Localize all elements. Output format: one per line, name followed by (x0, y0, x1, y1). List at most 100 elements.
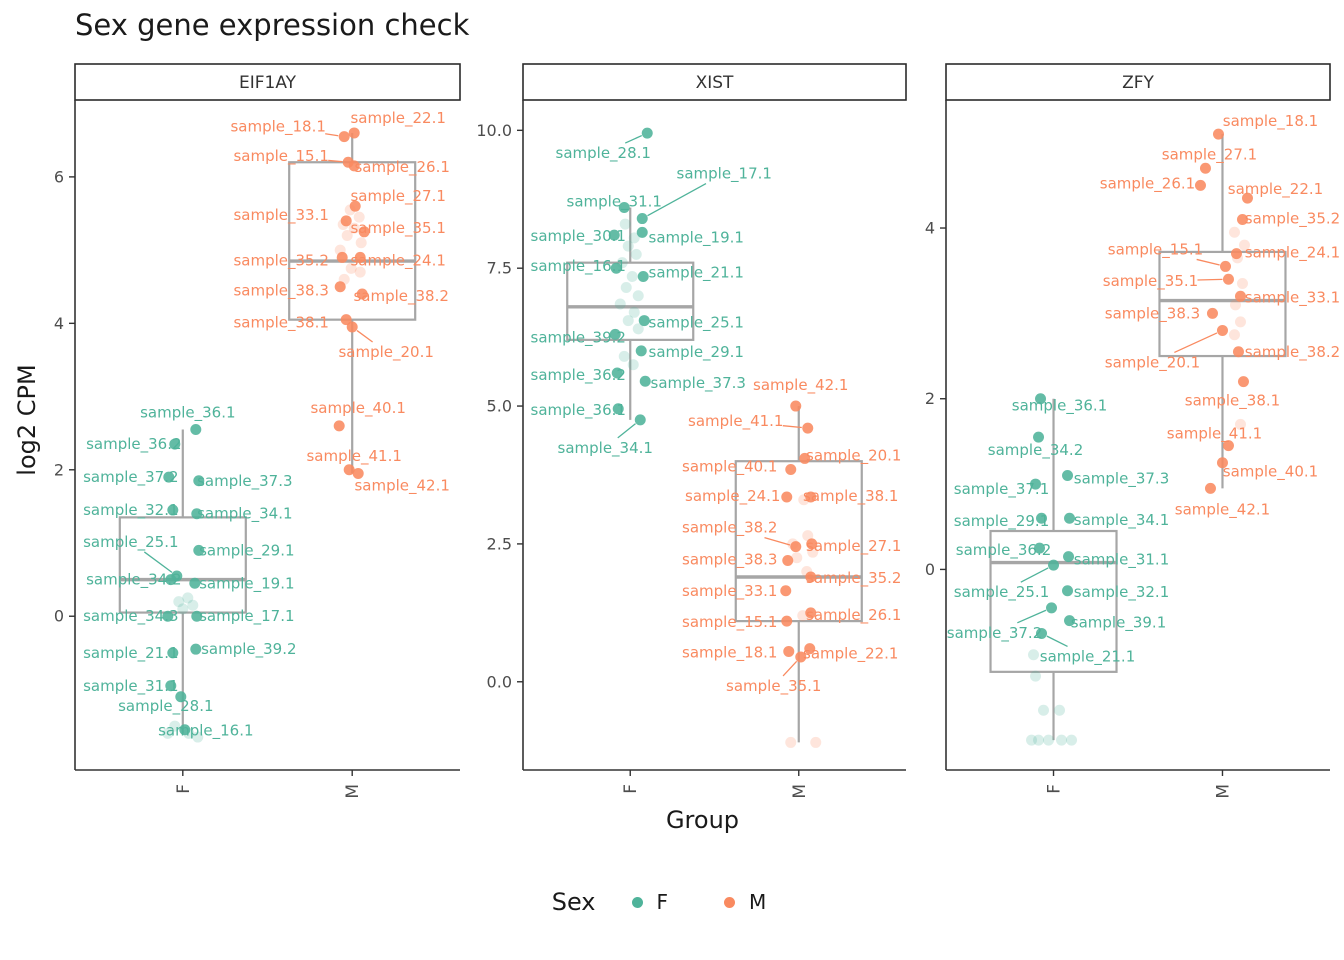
point-label: sample_16.1 (158, 722, 253, 741)
data-point (175, 691, 187, 703)
point-label: sample_21.1 (649, 263, 744, 282)
point-label: sample_31.1 (567, 193, 662, 212)
point-label: sample_19.1 (199, 574, 294, 593)
point-label: sample_34.2 (988, 441, 1083, 460)
data-point-faded (622, 240, 634, 252)
point-label: sample_34.1 (197, 505, 292, 524)
data-point-faded (1038, 704, 1050, 716)
data-point-faded (355, 237, 367, 249)
point-label: sample_37.3 (197, 472, 292, 491)
data-point (618, 202, 630, 214)
y-tick-label: 0.0 (487, 672, 512, 691)
data-point-faded (628, 306, 640, 318)
point-label: sample_20.1 (338, 343, 433, 362)
data-point (637, 270, 649, 282)
point-label: sample_26.1 (1100, 174, 1195, 193)
point-label: sample_39.2 (201, 640, 296, 659)
point-label: sample_38.3 (1105, 304, 1200, 323)
facet-title: ZFY (1122, 73, 1154, 93)
point-label: sample_27.1 (1162, 145, 1257, 164)
data-point (179, 724, 191, 736)
label-leader-line (1046, 635, 1068, 648)
data-point-faded (1033, 734, 1045, 746)
point-label: sample_36.2 (956, 541, 1051, 560)
point-label: sample_35.1 (350, 219, 445, 238)
y-tick-label: 4 (54, 314, 64, 333)
data-point (611, 367, 623, 379)
data-point (636, 226, 648, 238)
point-label: sample_19.1 (649, 228, 744, 247)
y-tick-label: 4 (925, 219, 935, 238)
data-point (780, 585, 792, 597)
x-tick-label: F (174, 784, 194, 794)
data-point-faded (1238, 239, 1250, 251)
chart-title: Sex gene expression check (75, 8, 470, 42)
point-label: sample_38.1 (233, 314, 328, 333)
point-label: sample_21.1 (1040, 647, 1135, 666)
data-point (1206, 307, 1218, 319)
data-point-faded (614, 298, 626, 310)
data-point (639, 375, 651, 387)
data-point (169, 438, 181, 450)
label-leader-line (1196, 258, 1220, 266)
data-point (609, 328, 621, 340)
facet-strip (945, 63, 1331, 101)
y-tick-label: 7.5 (487, 259, 512, 278)
data-point-faded (1228, 329, 1240, 341)
y-tick-label: 10.0 (476, 121, 512, 140)
facet-strip (74, 63, 461, 101)
data-point-faded (353, 211, 365, 223)
data-point-faded (354, 266, 366, 278)
data-point-faded (1026, 734, 1038, 746)
data-point-faded (628, 232, 640, 244)
data-point-faded (1066, 734, 1078, 746)
point-label: sample_34.1 (1074, 511, 1169, 530)
y-tick-label: 2 (925, 389, 935, 408)
data-point (804, 643, 816, 655)
data-point (641, 127, 653, 139)
data-point-faded (810, 736, 822, 748)
label-leader-line (647, 182, 707, 217)
legend-item-f: F (631, 890, 668, 914)
point-label: sample_41.1 (688, 412, 783, 431)
data-point (338, 131, 350, 143)
y-tick-label: 2.5 (487, 534, 512, 553)
box-rect (118, 516, 247, 614)
legend: Sex F M (0, 888, 1344, 916)
point-label: sample_25.1 (954, 583, 1049, 602)
data-point (782, 554, 794, 566)
data-point (189, 577, 201, 589)
data-point (334, 281, 346, 293)
point-label: sample_31.1 (1074, 551, 1169, 570)
point-label: sample_28.1 (118, 697, 213, 716)
data-point (795, 651, 807, 663)
y-tick-label: 0 (925, 560, 935, 579)
label-leader-line (1174, 332, 1218, 354)
data-point (781, 491, 793, 503)
data-point (783, 645, 795, 657)
data-point (163, 471, 175, 483)
data-point (1219, 260, 1231, 272)
data-point-faded (1056, 734, 1068, 746)
label-leader-line (617, 423, 636, 439)
legend-label-m: M (749, 890, 767, 914)
point-label: sample_32.1 (1074, 583, 1169, 602)
box-rect (989, 529, 1118, 673)
point-label: sample_29.1 (954, 512, 1049, 531)
y-axis-title: log2 CPM (13, 364, 41, 476)
point-label: sample_33.1 (682, 582, 777, 601)
data-point (348, 127, 360, 139)
data-point-faded (348, 222, 360, 234)
data-point (1222, 273, 1234, 285)
data-point (354, 251, 366, 263)
data-point (1035, 393, 1047, 405)
y-tick-label: 0 (54, 607, 64, 626)
point-label: sample_15.1 (1108, 240, 1203, 259)
data-point-faded (1234, 316, 1246, 328)
data-point (358, 226, 370, 238)
point-label: sample_38.2 (353, 287, 448, 306)
data-point (162, 610, 174, 622)
facet-title: XIST (696, 73, 734, 93)
point-label: sample_21.1 (83, 644, 178, 663)
data-point-faded (341, 229, 353, 241)
